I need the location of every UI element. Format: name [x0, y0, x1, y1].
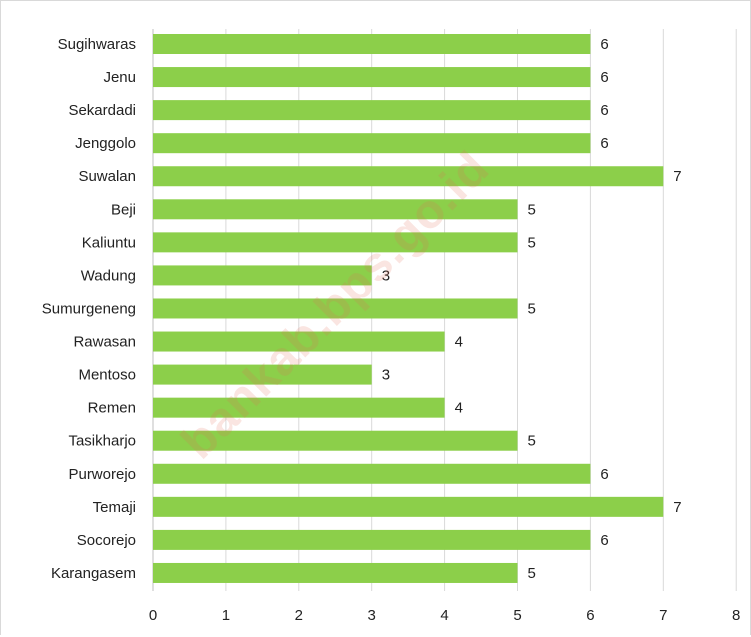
- data-label: 3: [382, 367, 390, 384]
- data-label: 7: [673, 499, 681, 516]
- category-label: Sekardadi: [68, 102, 136, 119]
- x-tick-label: 2: [295, 607, 303, 624]
- x-tick-label: 4: [440, 607, 448, 624]
- bar: [153, 265, 372, 286]
- category-label: Wadung: [81, 267, 136, 284]
- x-tick-label: 1: [222, 607, 230, 624]
- category-label: Rawasan: [73, 334, 136, 351]
- bar: [153, 199, 518, 220]
- bar: [153, 298, 518, 319]
- bar: [153, 133, 591, 154]
- x-tick-label: 5: [513, 607, 521, 624]
- x-tick-label: 0: [149, 607, 157, 624]
- bar: [153, 562, 518, 583]
- data-label: 6: [600, 36, 608, 53]
- data-label: 6: [600, 102, 608, 119]
- x-tick-label: 6: [586, 607, 594, 624]
- bar: [153, 397, 445, 418]
- data-label: 6: [600, 69, 608, 86]
- data-label: 4: [455, 400, 463, 417]
- data-label: 6: [600, 135, 608, 152]
- category-label: Beji: [111, 201, 136, 218]
- category-label: Remen: [88, 400, 136, 417]
- data-label: 5: [528, 234, 536, 251]
- data-label: 7: [673, 168, 681, 185]
- bar: [153, 67, 591, 88]
- x-tick-label: 3: [368, 607, 376, 624]
- x-tick-label: 7: [659, 607, 667, 624]
- category-label: Sumurgeneng: [42, 300, 136, 317]
- category-label: Temaji: [93, 499, 136, 516]
- data-label: 5: [528, 433, 536, 450]
- category-label: Karangasem: [51, 565, 136, 582]
- bar: [153, 232, 518, 253]
- category-label: Suwalan: [78, 168, 136, 185]
- bar: [153, 463, 591, 484]
- data-label: 5: [528, 300, 536, 317]
- bar: [153, 34, 591, 54]
- category-label: Socorejo: [77, 532, 136, 549]
- bar: [153, 430, 518, 451]
- category-label: Mentoso: [78, 367, 136, 384]
- data-label: 6: [600, 532, 608, 549]
- bar: [153, 100, 591, 121]
- bar: [153, 331, 445, 352]
- category-label: Sugihwaras: [58, 36, 136, 53]
- x-tick-label: 8: [732, 607, 740, 624]
- bar: [153, 529, 591, 550]
- data-label: 5: [528, 565, 536, 582]
- bar: [153, 364, 372, 385]
- data-label: 6: [600, 466, 608, 483]
- category-label: Jenu: [103, 69, 136, 86]
- category-label: Jenggolo: [75, 135, 136, 152]
- data-label: 5: [528, 201, 536, 218]
- bar: [153, 166, 664, 187]
- data-label: 3: [382, 267, 390, 284]
- category-label: Tasikharjo: [68, 433, 136, 450]
- category-label: Kaliuntu: [82, 234, 136, 251]
- bar: [153, 496, 664, 517]
- data-label: 4: [455, 334, 463, 351]
- category-label: Purworejo: [68, 466, 136, 483]
